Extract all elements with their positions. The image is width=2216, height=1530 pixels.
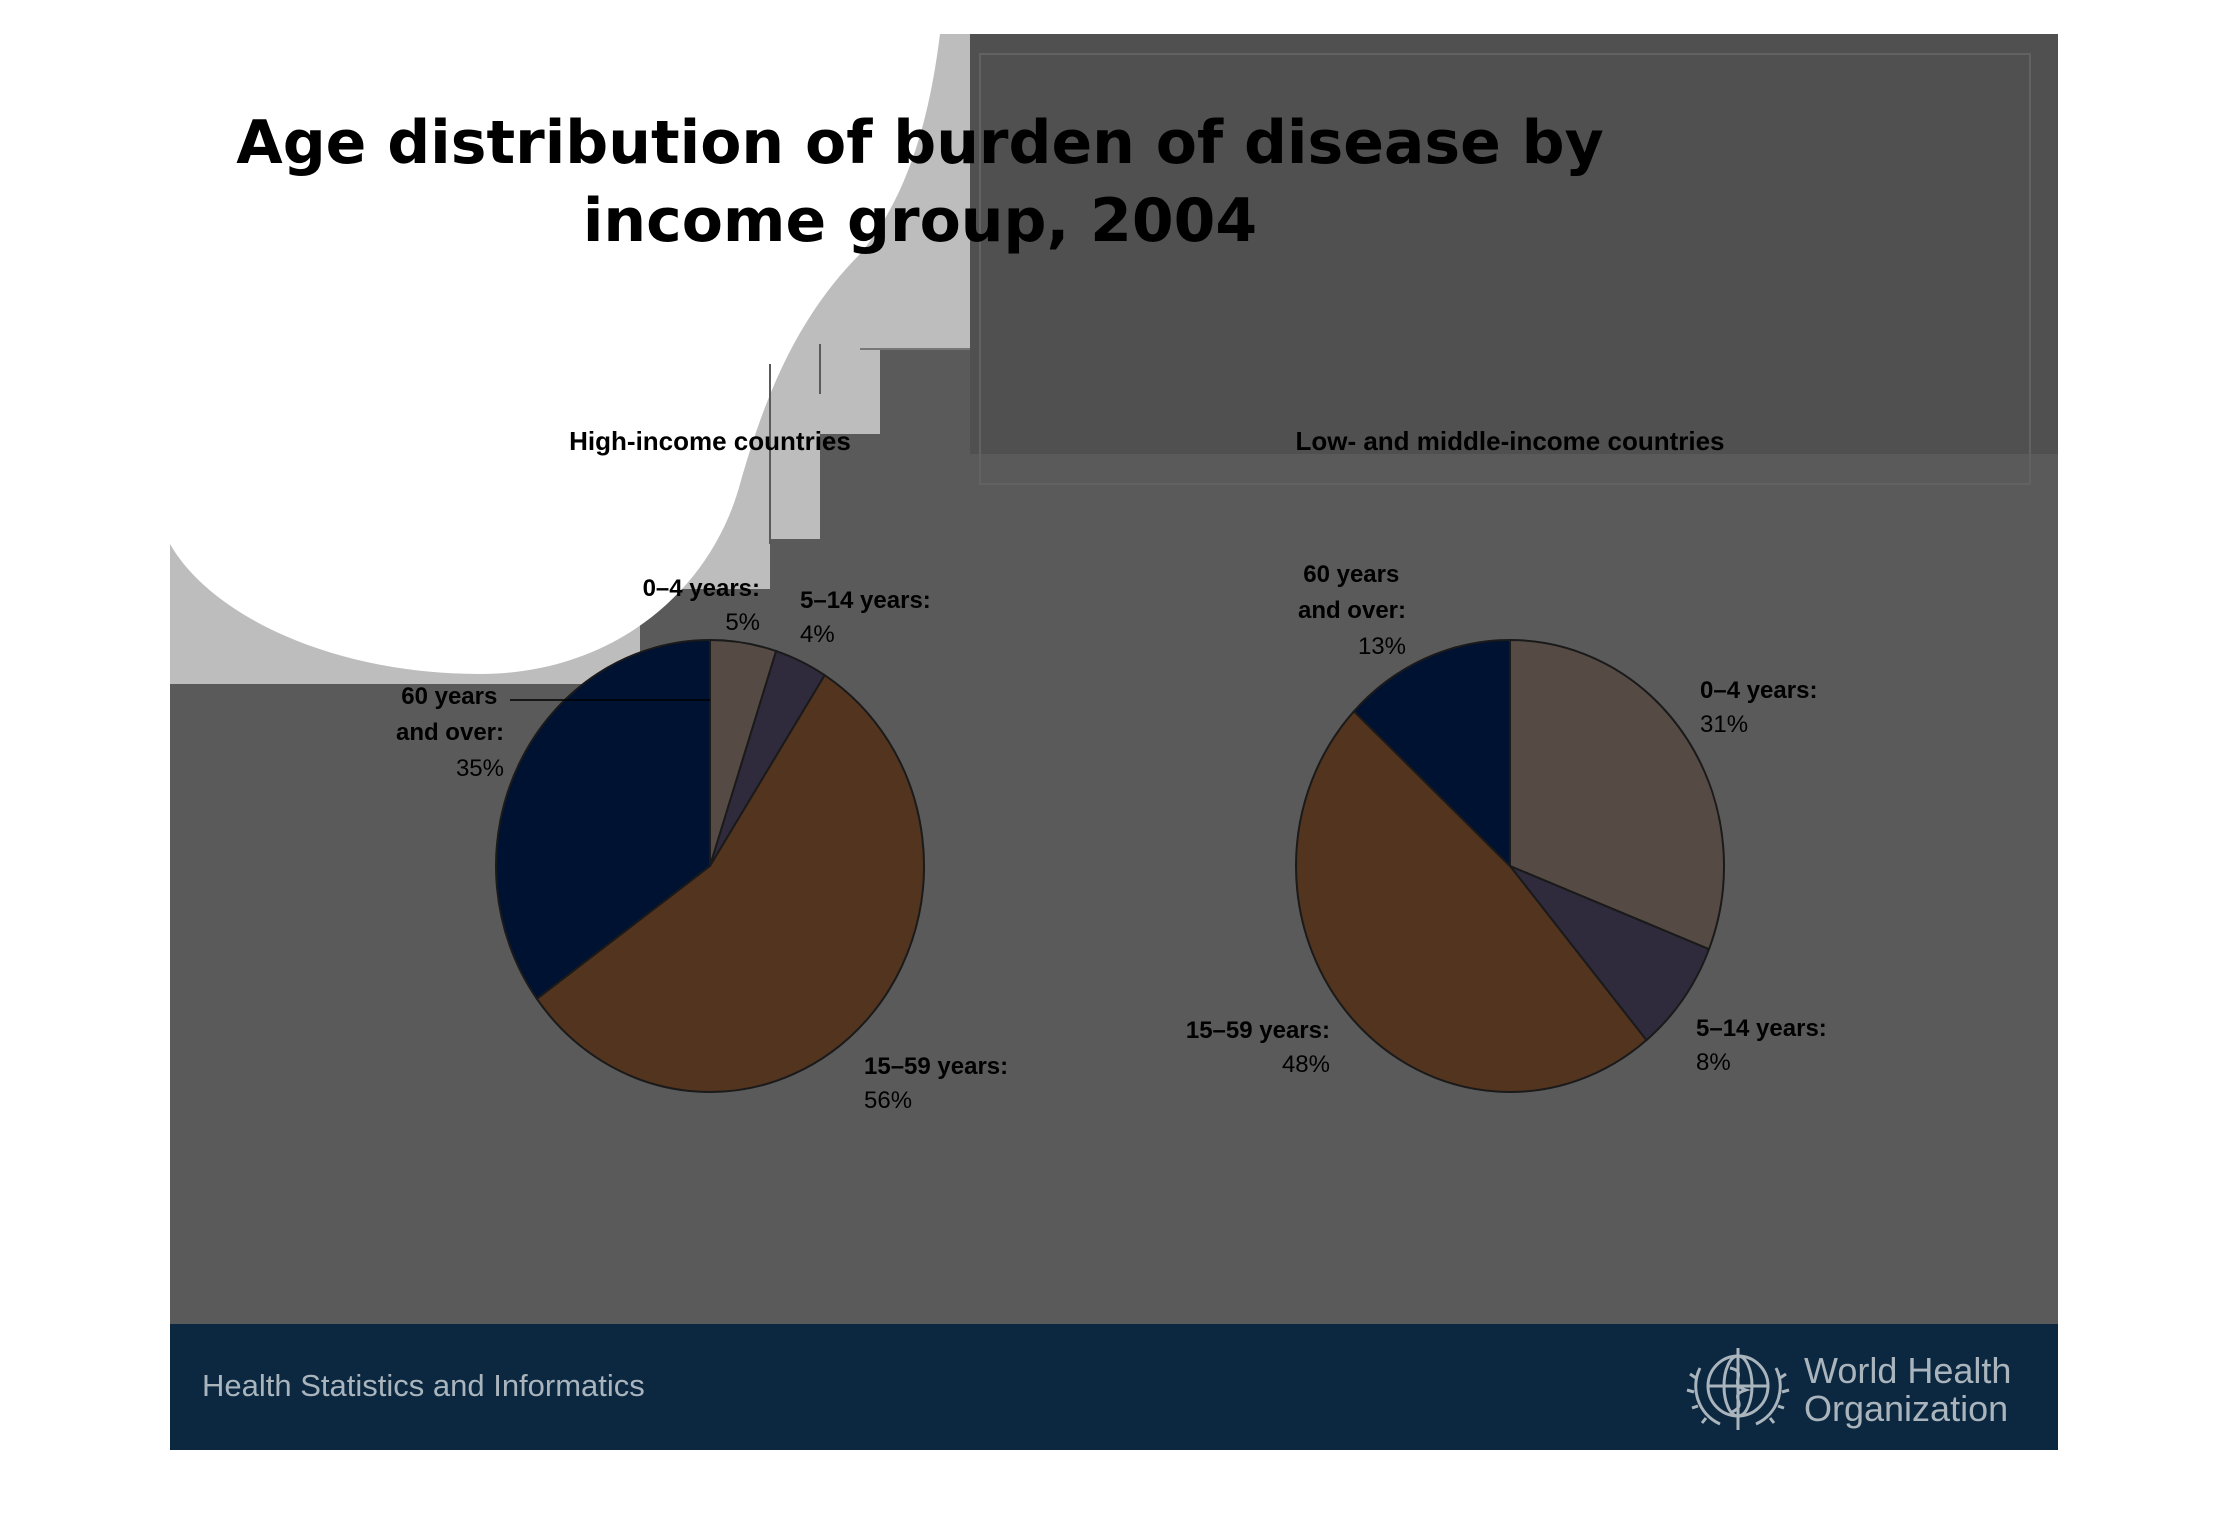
background-frame-line bbox=[979, 53, 2031, 485]
slide-background-art bbox=[170, 34, 2058, 684]
pie-slice-low-3 bbox=[1352, 638, 1511, 869]
value-high-5-14: 4% bbox=[800, 621, 835, 648]
label-low-15-59: 15–59 years: bbox=[1186, 1017, 1330, 1044]
chart-title-high-income: High-income countries bbox=[569, 426, 851, 456]
pie-slice-high-2 bbox=[535, 673, 925, 1093]
label-high-60-plus-line1: 60 years bbox=[401, 683, 497, 710]
label-low-0-4: 0–4 years: bbox=[1700, 677, 1817, 704]
label-high-15-59: 15–59 years: bbox=[864, 1053, 1008, 1080]
label-high-60-plus: 60 years and over: bbox=[396, 683, 504, 746]
pie-slice-low-2 bbox=[1294, 709, 1648, 1093]
pie-charts: High-income countries 0–4 years: 5% 5–14… bbox=[396, 426, 1827, 1114]
pie-high-income bbox=[495, 638, 925, 1093]
slide-title: Age distribution of burden of disease by… bbox=[236, 108, 1604, 256]
background-top-band bbox=[970, 34, 2058, 454]
pie-slice-low-0 bbox=[1509, 638, 1725, 951]
value-low-0-4: 31% bbox=[1700, 711, 1748, 738]
footer-bar: Health Statistics and Informatics World … bbox=[170, 1324, 2058, 1450]
background-white-curve bbox=[170, 34, 940, 674]
label-low-5-14: 5–14 years: bbox=[1696, 1015, 1827, 1042]
slide: Age distribution of burden of disease by… bbox=[170, 34, 2058, 1450]
label-low-60-plus: 60 years and over: bbox=[1298, 561, 1406, 624]
label-high-60-plus-line2: and over: bbox=[396, 719, 504, 746]
value-low-5-14: 8% bbox=[1696, 1049, 1731, 1076]
chart-title-low-middle-income: Low- and middle-income countries bbox=[1295, 426, 1724, 456]
pie-low-middle-income bbox=[1294, 638, 1725, 1093]
label-high-5-14: 5–14 years: bbox=[800, 587, 931, 614]
organization-name-line1: World Health bbox=[1804, 1350, 2012, 1391]
label-low-60-plus-line1: 60 years bbox=[1303, 561, 1399, 588]
pie-slice-high-3 bbox=[495, 638, 711, 1001]
value-low-15-59: 48% bbox=[1282, 1051, 1330, 1078]
label-low-60-plus-line2: and over: bbox=[1298, 597, 1406, 624]
label-high-0-4: 0–4 years: bbox=[643, 575, 760, 602]
value-high-15-59: 56% bbox=[864, 1087, 912, 1114]
value-high-60-plus: 35% bbox=[456, 755, 504, 782]
organization-name: World Health Organization bbox=[1804, 1352, 2011, 1428]
value-high-0-4: 5% bbox=[725, 609, 760, 636]
who-emblem-icon bbox=[1686, 1348, 1790, 1430]
footer-text: Health Statistics and Informatics bbox=[202, 1368, 645, 1403]
organization-name-line2: Organization bbox=[1804, 1388, 2009, 1429]
pie-slice-low-1 bbox=[1506, 863, 1711, 1042]
value-low-60-plus: 13% bbox=[1358, 633, 1406, 660]
